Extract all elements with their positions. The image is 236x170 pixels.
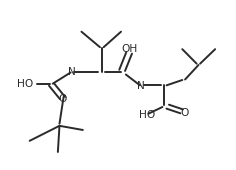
Text: N: N: [137, 81, 145, 91]
Text: HO: HO: [139, 110, 155, 120]
Text: N: N: [68, 67, 76, 77]
Text: OH: OH: [121, 44, 137, 54]
Text: O: O: [59, 94, 67, 104]
Text: O: O: [180, 108, 189, 118]
Text: HO: HO: [17, 79, 33, 89]
